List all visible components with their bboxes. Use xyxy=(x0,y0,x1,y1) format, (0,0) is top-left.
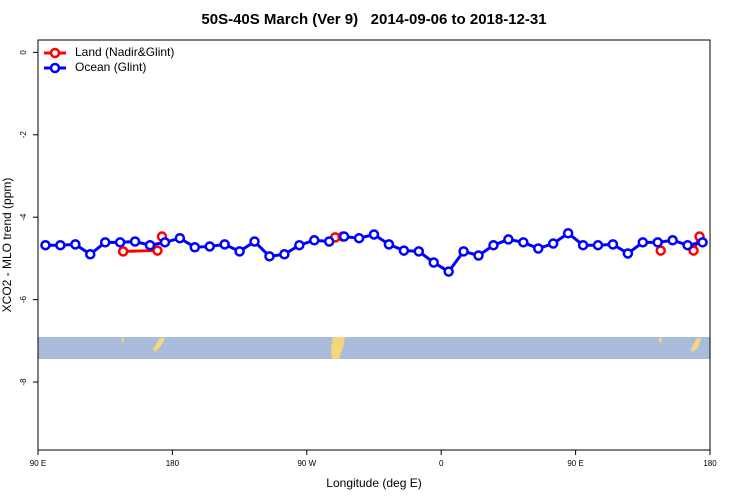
data-point xyxy=(129,236,141,247)
data-point xyxy=(667,235,678,246)
data-point xyxy=(655,245,666,256)
chart-title: 50S-40S March (Ver 9) 2014-09-06 to 2018… xyxy=(201,11,546,28)
data-point xyxy=(533,243,544,254)
x-tick-label: 180 xyxy=(166,459,180,468)
data-point xyxy=(398,245,410,256)
data-point xyxy=(353,232,365,244)
data-point xyxy=(70,239,81,250)
data-point xyxy=(428,257,439,268)
y-tick-label: 0 xyxy=(19,50,28,55)
data-point xyxy=(592,239,604,251)
legend-label: Ocean (Glint) xyxy=(75,60,146,74)
x-tick-label: 90 E xyxy=(30,459,46,468)
data-point xyxy=(279,249,290,260)
data-point xyxy=(294,239,305,251)
data-point xyxy=(85,249,96,260)
data-point xyxy=(562,228,574,239)
data-point xyxy=(219,239,230,250)
data-point xyxy=(413,246,425,257)
data-point xyxy=(577,239,589,251)
data-point xyxy=(152,245,163,256)
data-point xyxy=(309,235,320,246)
y-tick-label: -8 xyxy=(19,378,28,386)
data-point xyxy=(518,237,529,248)
data-point xyxy=(159,237,171,248)
data-point xyxy=(234,246,245,257)
data-point xyxy=(622,248,634,259)
data-point xyxy=(117,246,129,257)
data-point xyxy=(473,250,484,261)
data-point xyxy=(383,239,395,250)
data-point xyxy=(40,239,51,251)
x-tick-label: 90 E xyxy=(567,459,583,468)
data-point xyxy=(458,246,469,257)
y-tick-label: -2 xyxy=(19,131,28,139)
data-point xyxy=(323,236,335,247)
data-point xyxy=(368,229,380,240)
x-tick-label: 180 xyxy=(703,459,717,468)
data-point xyxy=(189,242,201,253)
data-point xyxy=(204,241,215,252)
data-point xyxy=(682,239,693,251)
data-point xyxy=(144,239,156,251)
data-point xyxy=(652,237,663,248)
legend-marker xyxy=(49,47,61,59)
legend-label: Land (Nadir&Glint) xyxy=(75,45,174,59)
data-point xyxy=(264,251,275,262)
data-point xyxy=(607,239,619,250)
data-point xyxy=(637,237,649,248)
data-point xyxy=(249,236,260,247)
data-point xyxy=(114,237,126,248)
data-point xyxy=(488,239,499,251)
data-point xyxy=(697,237,708,248)
data-point xyxy=(174,232,186,244)
data-point xyxy=(55,239,66,251)
data-point xyxy=(443,266,454,277)
data-point xyxy=(99,237,111,248)
x-tick-label: 90 W xyxy=(297,459,316,468)
y-axis-label: XCO2 - MLO trend (ppm) xyxy=(0,178,14,313)
y-tick-label: -6 xyxy=(19,295,28,303)
map-strip xyxy=(38,337,710,359)
plot-frame xyxy=(37,39,711,451)
x-axis-label: Longitude (deg E) xyxy=(326,476,421,490)
x-tick-label: 0 xyxy=(439,459,444,468)
data-point xyxy=(338,231,350,242)
data-point xyxy=(503,234,514,245)
legend-marker xyxy=(49,62,61,74)
data-point xyxy=(547,238,559,249)
y-tick-label: -4 xyxy=(19,213,28,221)
